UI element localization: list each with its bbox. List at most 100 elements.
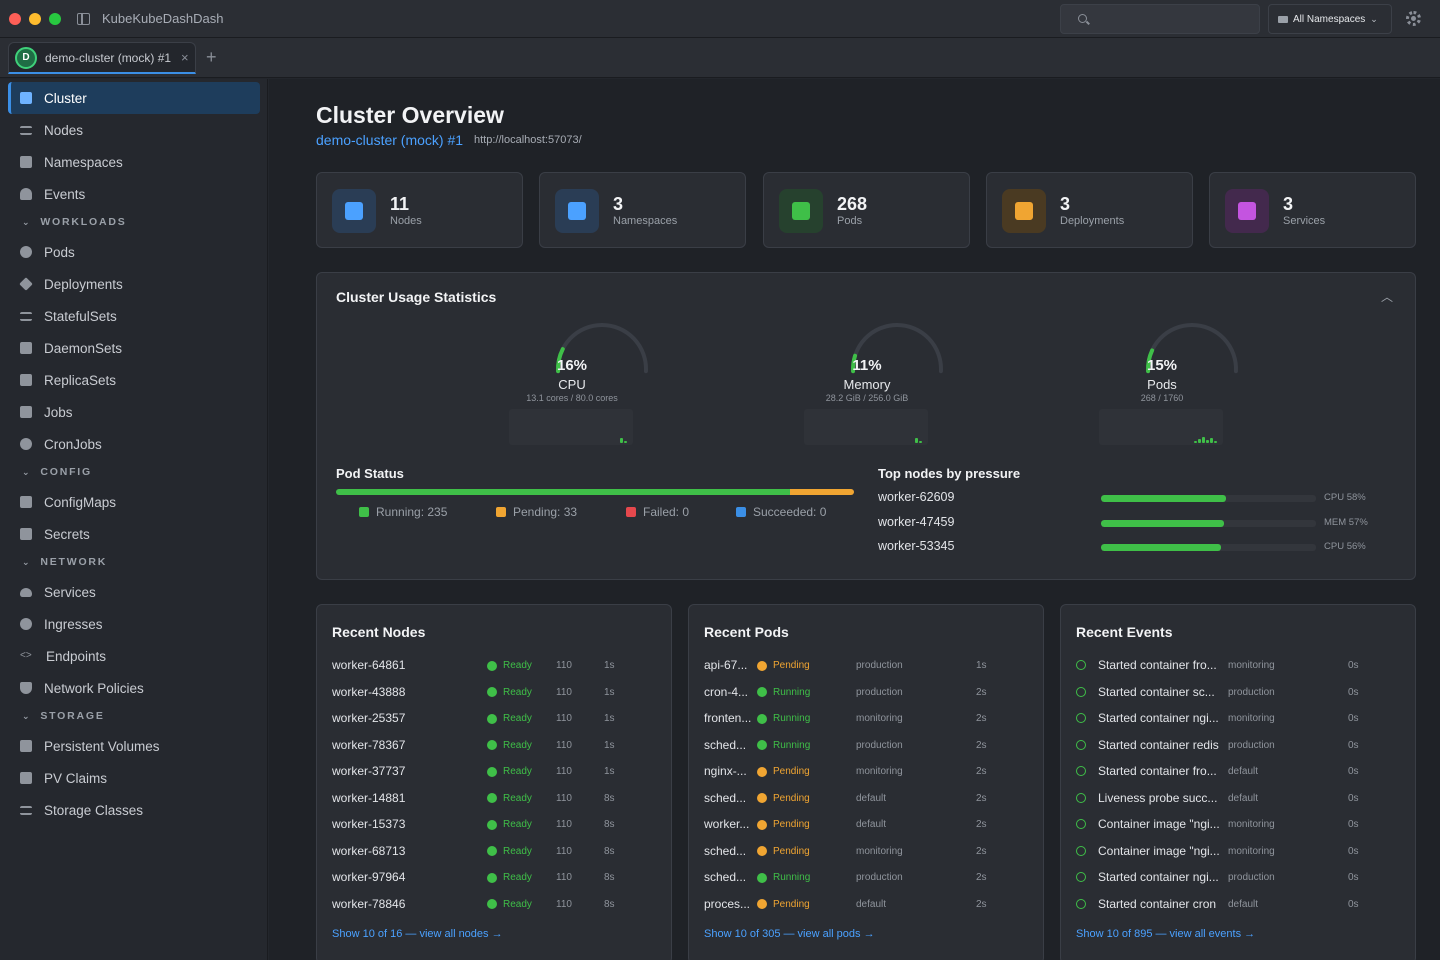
table-row[interactable]: worker-15373 Ready 110 8s xyxy=(332,814,662,834)
gauge-fill xyxy=(556,347,565,374)
section-config[interactable]: ⌄ CONFIG xyxy=(22,466,92,478)
recent-nodes-panel: Recent Nodes worker-64861 Ready 110 1s worke… xyxy=(316,604,672,960)
sidebar-item-label: ReplicaSets xyxy=(44,372,117,388)
sidebar-item-daemonsets[interactable]: DaemonSets xyxy=(8,332,260,364)
status-badge: Ready xyxy=(487,687,532,698)
table-row[interactable]: Container image "ngi... monitoring 0s xyxy=(1076,841,1406,861)
node-age: 1s xyxy=(604,766,615,777)
stat-card-namespaces[interactable]: 3 Namespaces xyxy=(539,172,746,248)
table-row[interactable]: Started container fro... default 0s xyxy=(1076,761,1406,781)
node-pods: 110 xyxy=(556,686,572,698)
sidebar-item-nodes[interactable]: Nodes xyxy=(8,114,260,146)
table-row[interactable]: worker... Pending default 2s xyxy=(704,814,1034,834)
sidebar-item-network-policies[interactable]: Network Policies xyxy=(8,672,260,704)
status-text: Pending xyxy=(773,660,810,671)
check-circle-icon xyxy=(487,660,497,671)
sidebar-item-deployments[interactable]: Deployments xyxy=(8,268,260,300)
event-namespace: monitoring xyxy=(1228,713,1275,724)
sidebar-item-cronjobs[interactable]: CronJobs xyxy=(8,428,260,460)
sidebar-item-ingresses[interactable]: Ingresses xyxy=(8,608,260,640)
check-circle-icon xyxy=(487,713,497,724)
sidebar-toggle-icon[interactable] xyxy=(77,12,90,25)
copy-icon xyxy=(20,374,32,386)
sidebar-item-jobs[interactable]: Jobs xyxy=(8,396,260,428)
top-node-row[interactable]: worker-62609 CPU 58% xyxy=(878,488,1398,508)
section-workloads[interactable]: ⌄ WORKLOADS xyxy=(22,216,127,228)
sidebar-item-namespaces[interactable]: Namespaces xyxy=(8,146,260,178)
sidebar-item-cluster[interactable]: Cluster xyxy=(8,82,260,114)
sidebar-item-endpoints[interactable]: <> Endpoints xyxy=(8,640,260,672)
minimize-window-button[interactable] xyxy=(29,12,41,25)
sidebar-item-pv-claims[interactable]: PV Claims xyxy=(8,762,260,794)
table-row[interactable]: worker-37737 Ready 110 1s xyxy=(332,761,662,781)
sidebar-item-configmaps[interactable]: ConfigMaps xyxy=(8,486,260,518)
sidebar-item-pods[interactable]: Pods xyxy=(8,236,260,268)
table-row[interactable]: Started container redis production 0s xyxy=(1076,735,1406,755)
add-tab-button[interactable]: + xyxy=(206,47,217,67)
section-network[interactable]: ⌄ NETWORK xyxy=(22,556,107,568)
table-row[interactable]: Started container fro... monitoring 0s xyxy=(1076,655,1406,675)
table-row[interactable]: Started container ngi... monitoring 0s xyxy=(1076,708,1406,728)
table-row[interactable]: Started container sc... production 0s xyxy=(1076,682,1406,702)
table-row[interactable]: cron-4... Running production 2s xyxy=(704,682,1034,702)
table-row[interactable]: sched... Pending default 2s xyxy=(704,788,1034,808)
tab-cluster[interactable]: D demo-cluster (mock) #1 × xyxy=(8,42,196,74)
top-node-row[interactable]: worker-53345 CPU 56% xyxy=(878,537,1398,557)
stat-card-services[interactable]: 3 Services xyxy=(1209,172,1416,248)
table-row[interactable]: worker-97964 Ready 110 8s xyxy=(332,867,662,887)
table-row[interactable]: worker-25357 Ready 110 1s xyxy=(332,708,662,728)
pod-name: sched... xyxy=(704,737,747,752)
node-age: 8s xyxy=(604,845,615,857)
sidebar-item-statefulsets[interactable]: StatefulSets xyxy=(8,300,260,332)
table-row[interactable]: nginx-... Pending monitoring 2s xyxy=(704,761,1034,781)
sidebar-item-services[interactable]: Services xyxy=(8,576,260,608)
table-row[interactable]: worker-14881 Ready 110 8s xyxy=(332,788,662,808)
pod-status-title: Pod Status xyxy=(336,466,404,481)
sidebar-item-events[interactable]: Events xyxy=(8,178,260,210)
table-row[interactable]: Liveness probe succ... default 0s xyxy=(1076,788,1406,808)
copy-icon xyxy=(20,342,32,354)
close-icon[interactable]: × xyxy=(181,50,189,65)
stat-card-nodes[interactable]: 11 Nodes xyxy=(316,172,523,248)
table-row[interactable]: worker-43888 Ready 110 1s xyxy=(332,682,662,702)
table-row[interactable]: Container image "ngi... monitoring 0s xyxy=(1076,814,1406,834)
table-row[interactable]: sched... Running production 2s xyxy=(704,867,1034,887)
cluster-name-link[interactable]: demo-cluster (mock) #1 xyxy=(316,132,464,148)
table-row[interactable]: worker-78846 Ready 110 8s xyxy=(332,894,662,914)
event-age: 0s xyxy=(1348,872,1359,883)
table-row[interactable]: worker-78367 Ready 110 1s xyxy=(332,735,662,755)
maximize-window-button[interactable] xyxy=(49,12,61,25)
search-box[interactable] xyxy=(1060,4,1260,34)
table-row[interactable]: Started container cron default 0s xyxy=(1076,894,1406,914)
status-text: Running xyxy=(773,872,811,883)
close-window-button[interactable] xyxy=(9,12,21,25)
view-all-pods-link[interactable]: Show 10 of 305 — view all pods → xyxy=(704,928,875,940)
table-row[interactable]: worker-64861 Ready 110 1s xyxy=(332,655,662,675)
view-all-nodes-link[interactable]: Show 10 of 16 — view all nodes → xyxy=(332,928,503,940)
table-row[interactable]: fronten... Running monitoring 2s xyxy=(704,708,1034,728)
search-input[interactable] xyxy=(1095,9,1255,29)
namespace-select[interactable]: All Namespaces ⌄ xyxy=(1268,4,1392,34)
table-row[interactable]: proces... Pending default 2s xyxy=(704,894,1034,914)
sidebar-item-persistent-volumes[interactable]: Persistent Volumes xyxy=(8,730,260,762)
table-row[interactable]: sched... Running production 2s xyxy=(704,735,1034,755)
section-storage[interactable]: ⌄ STORAGE xyxy=(22,710,105,722)
table-row[interactable]: worker-68713 Ready 110 8s xyxy=(332,841,662,861)
sidebar-item-label: Cluster xyxy=(44,90,87,106)
table-row[interactable]: sched... Pending monitoring 2s xyxy=(704,841,1034,861)
chevron-up-icon[interactable]: ︿ xyxy=(1381,290,1394,304)
view-all-events-link[interactable]: Show 10 of 895 — view all events → xyxy=(1076,928,1256,940)
table-row[interactable]: api-67... Pending production 1s xyxy=(704,655,1034,675)
sidebar-item-secrets[interactable]: Secrets xyxy=(8,518,260,550)
top-node-row[interactable]: worker-47459 MEM 57% xyxy=(878,513,1398,533)
gear-icon[interactable] xyxy=(1406,11,1421,26)
pressure-bar xyxy=(1101,520,1316,527)
info-icon xyxy=(1076,872,1086,882)
table-row[interactable]: Started container ngi... production 0s xyxy=(1076,867,1406,887)
sidebar-item-replicasets[interactable]: ReplicaSets xyxy=(8,364,260,396)
stat-card-pods[interactable]: 268 Pods xyxy=(763,172,970,248)
event-age: 0s xyxy=(1348,898,1359,910)
search-icon xyxy=(1078,14,1087,23)
stat-card-deployments[interactable]: 3 Deployments xyxy=(986,172,1193,248)
sidebar-item-storage-classes[interactable]: Storage Classes xyxy=(8,794,260,826)
